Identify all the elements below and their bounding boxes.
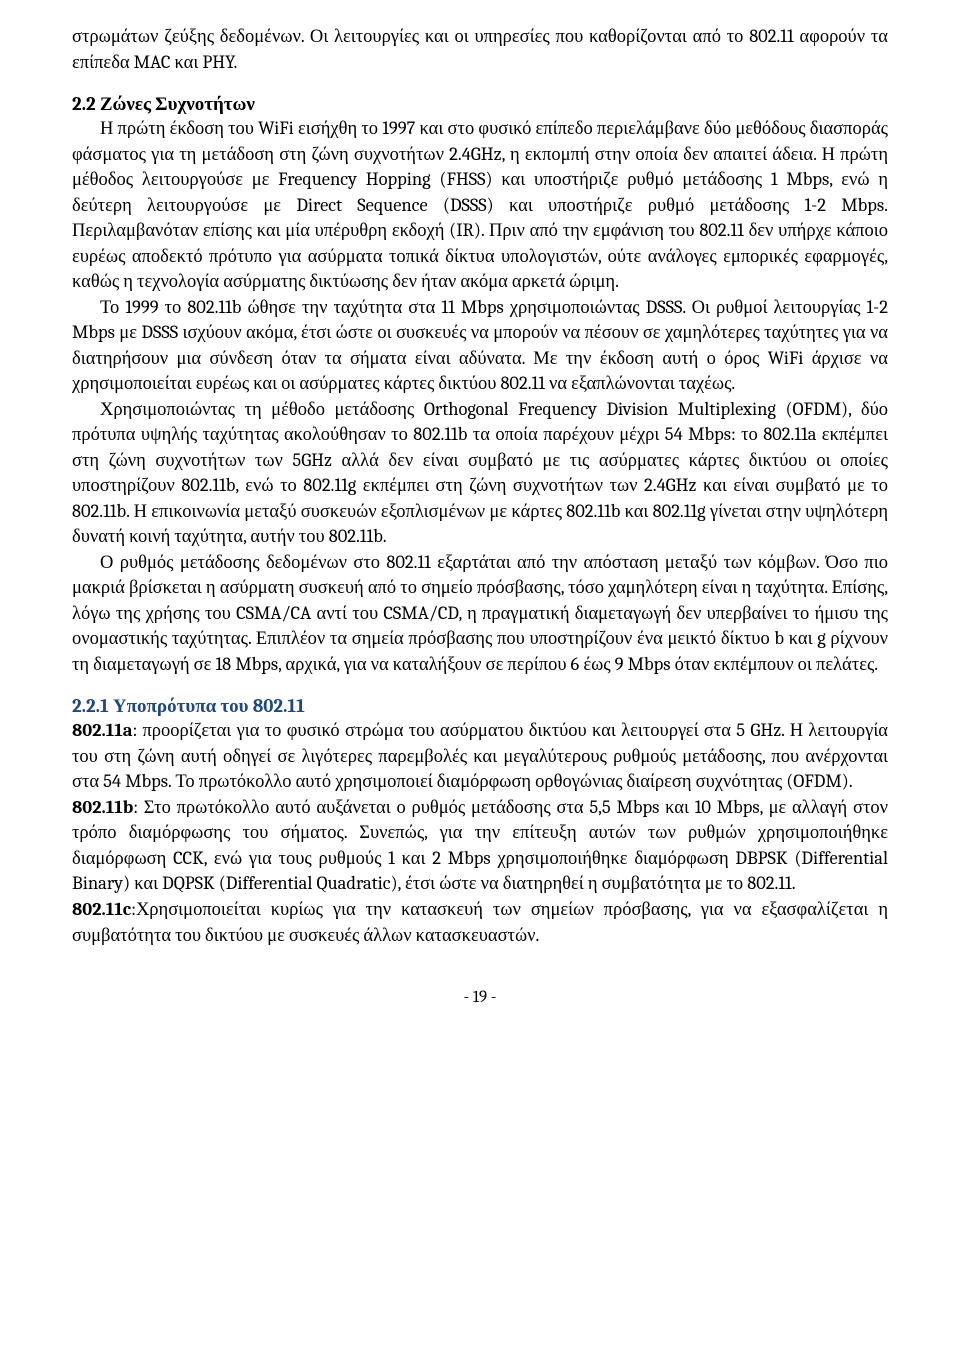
sub-80211b: 802.11b: Στο πρωτόκολλο αυτό αυξάνεται ο… (72, 795, 888, 897)
intro-paragraph: στρωμάτων ζεύξης δεδομένων. Οι λειτουργί… (72, 24, 888, 75)
body-80211b: : Στο πρωτόκολλο αυτό αυξάνεται ο ρυθμός… (72, 796, 888, 895)
paragraph-22-a: Η πρώτη έκδοση του WiFi εισήχθη το 1997 … (72, 116, 888, 295)
paragraph-22-d: Ο ρυθμός μετάδοσης δεδομένων στο 802.11 … (72, 550, 888, 678)
body-80211a: : προορίζεται για το φυσικό στρώμα του α… (72, 719, 888, 792)
spacer (72, 677, 888, 695)
sub-80211c: 802.11c:Χρησιμοποιείται κυρίως για την κ… (72, 897, 888, 948)
paragraph-22-b: Το 1999 το 802.11b ώθησε την ταχύτητα στ… (72, 295, 888, 397)
heading-2-2-1: 2.2.1 Υποπρότυπα του 802.11 (72, 695, 888, 718)
page-number: - 19 - (72, 988, 888, 1007)
document-page: στρωμάτων ζεύξης δεδομένων. Οι λειτουργί… (0, 0, 960, 1047)
label-80211c: 802.11c (72, 898, 131, 920)
body-80211c: :Χρησιμοποιείται κυρίως για την κατασκευ… (72, 898, 888, 946)
heading-2-2: 2.2 Ζώνες Συχνοτήτων (72, 93, 888, 116)
spacer (72, 75, 888, 93)
paragraph-22-c: Χρησιμοποιώντας τη μέθοδο μετάδοσης Orth… (72, 397, 888, 550)
sub-80211a: 802.11a: προορίζεται για το φυσικό στρώμ… (72, 718, 888, 795)
label-80211b: 802.11b (72, 796, 133, 818)
label-80211a: 802.11a (72, 719, 132, 741)
